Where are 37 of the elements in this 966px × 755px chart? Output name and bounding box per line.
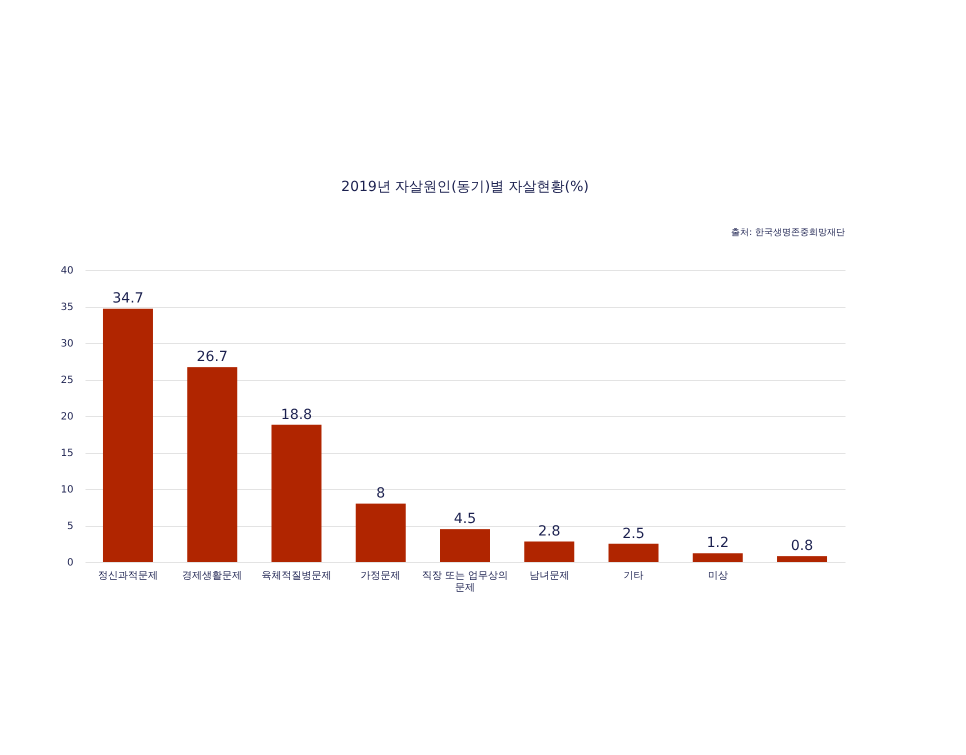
y-tick-label: 40 bbox=[60, 266, 74, 276]
x-tick-label: 경제생활문제 bbox=[182, 570, 242, 582]
y-tick-label: 0 bbox=[67, 558, 74, 568]
x-tick-label: 남녀문제 bbox=[529, 570, 570, 582]
x-tick-label: 정신과적문제 bbox=[98, 570, 158, 582]
x-tick-label: 기타 bbox=[624, 570, 644, 582]
data-label: 4.5 bbox=[454, 511, 476, 528]
data-label: 0.8 bbox=[790, 538, 814, 554]
chart-title: 2019년 자살원인(동기)별 자살현황(%) bbox=[341, 179, 589, 195]
bar bbox=[440, 529, 490, 562]
y-tick-label: 25 bbox=[60, 375, 74, 386]
y-tick-label: 10 bbox=[60, 484, 74, 496]
bar bbox=[271, 424, 322, 562]
bar bbox=[608, 544, 659, 562]
data-label: 26.7 bbox=[196, 349, 228, 366]
y-tick-label: 35 bbox=[60, 302, 74, 313]
x-tick-label: 미상 bbox=[708, 570, 728, 582]
bar bbox=[524, 542, 574, 562]
source-note: 출처: 한국생명존중희망재단 bbox=[731, 228, 845, 238]
y-tick-label: 5 bbox=[67, 521, 74, 532]
data-label: 2.8 bbox=[538, 524, 560, 540]
bar bbox=[692, 553, 743, 562]
y-tick-label: 30 bbox=[60, 338, 74, 350]
x-tick-label: 가정문제 bbox=[360, 570, 401, 582]
bar bbox=[777, 556, 828, 562]
bar bbox=[187, 367, 238, 562]
y-tick-label: 15 bbox=[60, 448, 74, 459]
data-label: 2.5 bbox=[622, 526, 645, 542]
y-tick-label: 20 bbox=[60, 412, 74, 422]
bar bbox=[356, 504, 406, 562]
bar bbox=[102, 308, 153, 562]
x-tick-label: 직장 또는 업무상의 문제 bbox=[422, 570, 508, 594]
data-label: 18.8 bbox=[280, 406, 312, 423]
data-label: 34.7 bbox=[112, 290, 144, 307]
data-label: 1.2 bbox=[706, 535, 729, 552]
data-label: 8 bbox=[376, 486, 386, 502]
x-tick-label: 육체적질병문제 bbox=[261, 570, 332, 582]
